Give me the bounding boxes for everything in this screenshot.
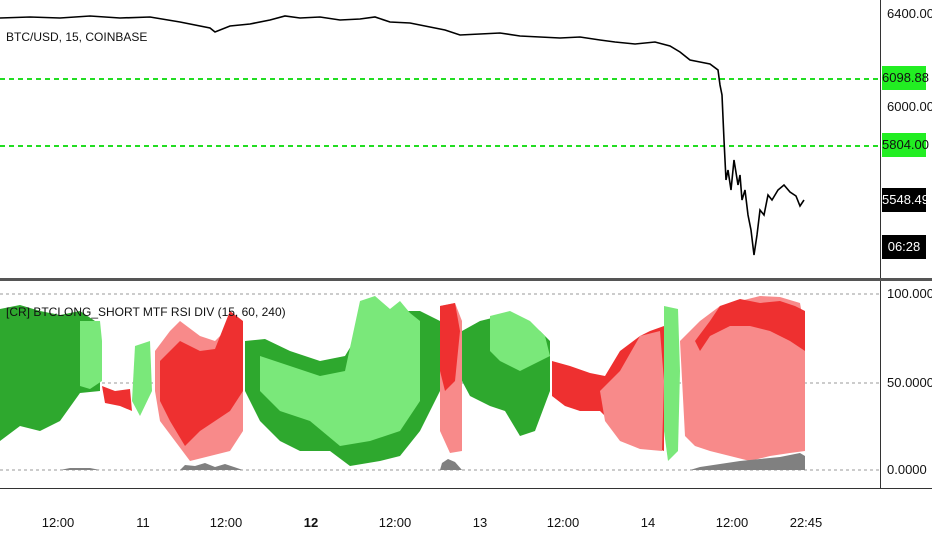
volume-area-2	[440, 459, 462, 470]
rsi-band-short-4b	[600, 331, 664, 451]
time-label-12-00-c: 12:00	[378, 515, 412, 530]
time-label-12-00-b: 12:00	[209, 515, 243, 530]
volume-area-1	[180, 463, 243, 470]
time-label-22-45: 22:45	[789, 515, 823, 530]
level-tag-lower: 5804.00	[882, 133, 929, 157]
rsi-band-short-5b	[695, 299, 805, 351]
rsi-band-short-1	[102, 386, 132, 411]
time-label-day-11: 11	[136, 515, 150, 530]
volume-area-3	[690, 453, 805, 470]
main-pane[interactable]: BTC/USD, 15, COINBASE	[0, 0, 880, 278]
price-scale-6000: 6000.00	[887, 99, 932, 114]
rsi-band-long-3b	[260, 296, 420, 446]
level-tag-upper: 6098.88	[882, 66, 929, 90]
rsi-band-short-3b	[440, 303, 460, 391]
main-price-scale[interactable]: 6400.00 6000.00	[880, 0, 932, 278]
time-label-day-12: 12	[303, 515, 319, 530]
time-label-day-13: 13	[472, 515, 488, 530]
indicator-pane[interactable]: [CR] BTCLONG_SHORT MTF RSI DIV (15, 60, …	[0, 281, 880, 488]
rsi-band-long-2	[132, 341, 152, 416]
rsi-band-short-5	[680, 296, 805, 461]
price-line	[0, 15, 805, 256]
rsi-band-long-5	[664, 306, 680, 461]
time-label-12-00-d: 12:00	[546, 515, 580, 530]
rsi-band-short-2b	[160, 311, 243, 446]
volume-area-4	[60, 468, 100, 470]
symbol-label: BTC/USD, 15, COINBASE	[6, 30, 148, 44]
indicator-title: [CR] BTCLONG_SHORT MTF RSI DIV (15, 60, …	[6, 305, 286, 319]
time-label-12-00-e: 12:00	[715, 515, 749, 530]
countdown-tag: 06:28	[882, 235, 926, 259]
price-scale-6400: 6400.00	[887, 6, 932, 21]
rsi-band-long-1	[0, 305, 100, 441]
time-axis[interactable]	[0, 488, 932, 551]
rsi-scale-100: 100.0000	[887, 286, 932, 301]
indicator-scale[interactable]: 100.0000 50.0000 0.0000	[880, 281, 932, 488]
time-label-day-14: 14	[640, 515, 656, 530]
rsi-chart[interactable]	[0, 281, 880, 488]
pane-separator[interactable]	[0, 278, 932, 281]
last-price-tag: 5548.49	[882, 188, 929, 212]
price-chart[interactable]	[0, 0, 880, 278]
rsi-band-long-1b	[80, 321, 102, 389]
rsi-scale-0: 0.0000	[887, 462, 927, 477]
rsi-band-long-4b	[490, 311, 550, 371]
time-label-12-00-a: 12:00	[41, 515, 75, 530]
rsi-scale-50: 50.0000	[887, 375, 932, 390]
